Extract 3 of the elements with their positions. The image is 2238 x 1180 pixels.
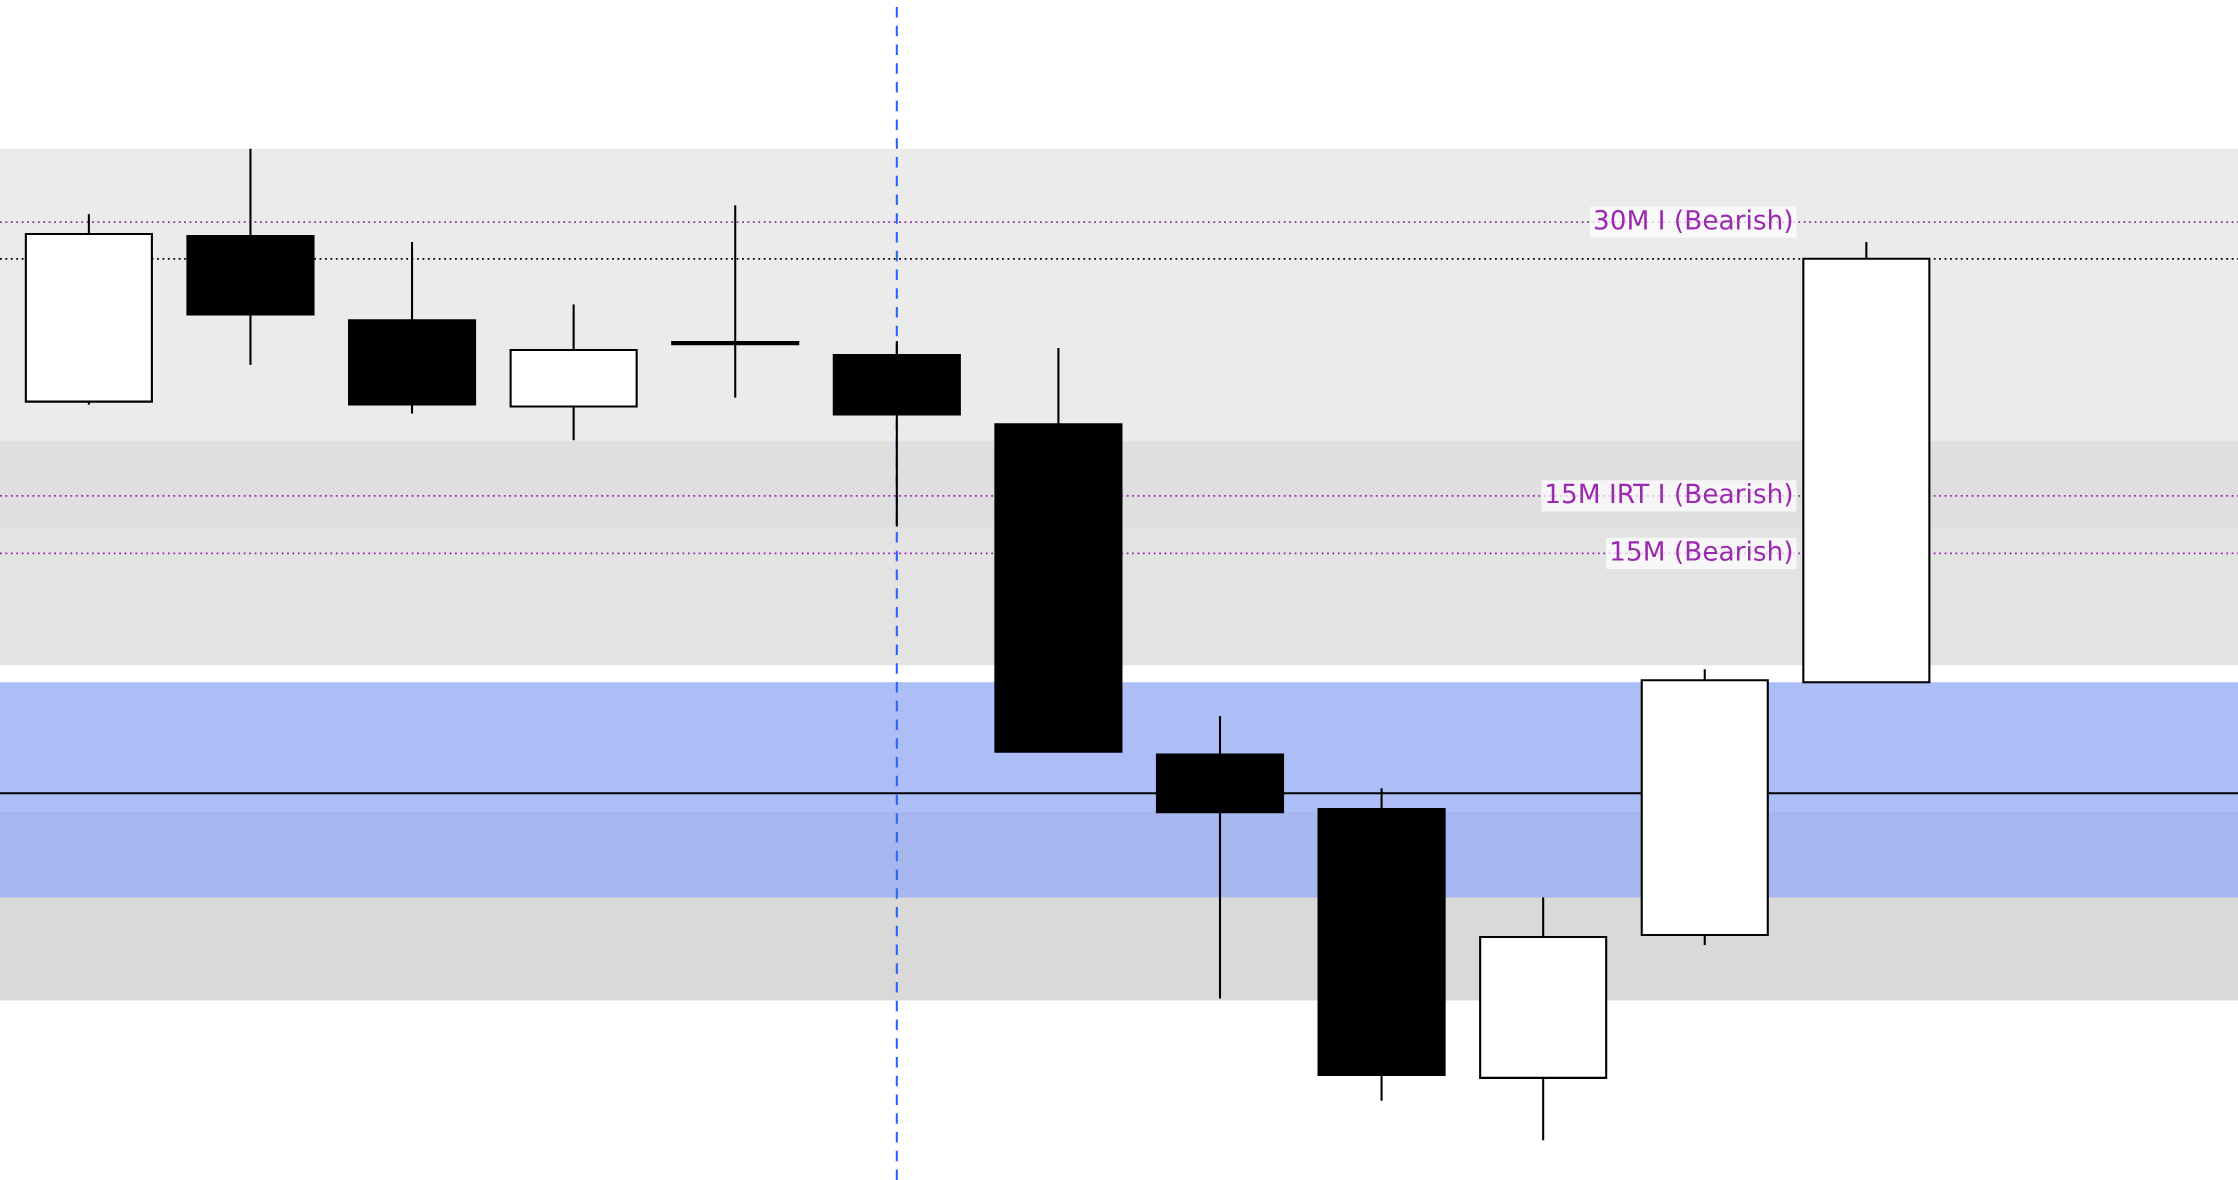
- ref-line-label: 15M IRT I (Bearish): [1547, 483, 1792, 507]
- ref-line-label: 15M (Bearish): [1612, 540, 1792, 565]
- ref-line-label: 30M I (Bearish): [1594, 209, 1792, 233]
